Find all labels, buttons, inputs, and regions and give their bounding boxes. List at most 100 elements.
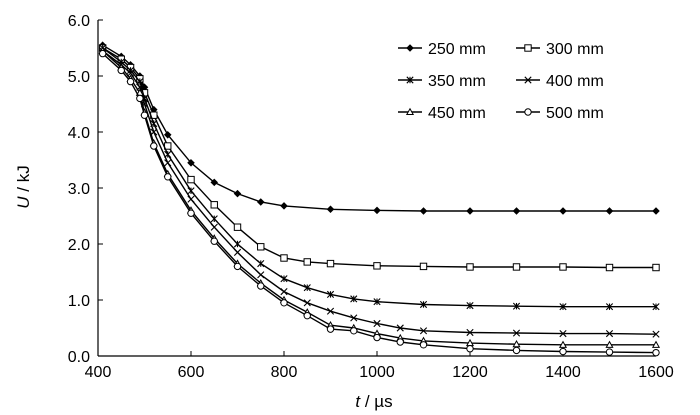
data-point — [326, 259, 335, 268]
axes — [97, 20, 656, 357]
data-point — [233, 248, 242, 256]
data-point — [605, 330, 614, 338]
data-point — [373, 262, 381, 270]
data-point — [512, 329, 521, 337]
data-point — [373, 319, 381, 328]
data-point — [652, 263, 660, 272]
legend-item: 300 mm — [516, 41, 604, 58]
data-point — [605, 348, 614, 356]
data-point — [150, 142, 158, 150]
data-point — [524, 108, 532, 116]
data-point — [350, 327, 358, 335]
x-axis-ticks: 400 600 800 1000 1200 1400 1600 — [85, 351, 674, 381]
data-point — [163, 131, 172, 139]
data-point — [466, 302, 474, 310]
legend: 250 mm 300 mm 350 mm 400 mm 450 mm 500 mm — [398, 41, 604, 122]
data-point — [136, 94, 144, 103]
series-line — [102, 44, 656, 212]
data-point — [210, 237, 218, 245]
data-point — [187, 209, 195, 217]
data-point — [303, 258, 311, 266]
data-point — [559, 347, 567, 356]
data-point — [187, 159, 195, 167]
data-point — [126, 77, 135, 86]
y-tick-label: 4.0 — [68, 125, 90, 142]
data-point — [210, 215, 218, 223]
series-500-mm — [98, 49, 660, 357]
data-point — [187, 175, 195, 184]
data-point — [466, 207, 474, 215]
data-point — [405, 107, 415, 116]
x-axis-label: t / µs — [355, 392, 392, 411]
y-tick-label: 6.0 — [68, 13, 90, 30]
data-point — [466, 263, 474, 271]
data-point — [605, 263, 614, 272]
y-tick-label: 3.0 — [68, 181, 90, 198]
data-point — [303, 311, 311, 320]
data-point — [233, 189, 242, 198]
data-point — [605, 303, 614, 311]
data-point — [303, 284, 311, 292]
data-point — [512, 263, 521, 271]
data-point — [373, 298, 381, 306]
data-point — [466, 345, 474, 353]
series-layer — [98, 41, 661, 357]
y-tick-label: 2.0 — [68, 237, 90, 254]
series-line — [102, 50, 656, 346]
data-point — [524, 44, 532, 52]
data-point — [396, 324, 404, 332]
series-line — [102, 50, 657, 335]
data-point — [280, 254, 288, 262]
data-point — [326, 205, 335, 214]
data-point — [350, 314, 358, 322]
data-point — [140, 111, 149, 119]
data-point — [210, 178, 219, 187]
data-point — [210, 223, 218, 231]
series-400-mm — [99, 47, 660, 338]
data-point — [559, 303, 567, 311]
y-axis-label: U / kJ — [14, 165, 33, 208]
legend-item: 500 mm — [516, 105, 604, 122]
data-point — [652, 303, 660, 311]
data-point — [406, 44, 414, 52]
data-point — [605, 207, 614, 215]
x-tick-label: 1200 — [452, 364, 488, 381]
data-point — [419, 300, 428, 309]
data-point — [187, 195, 195, 203]
data-point — [350, 295, 358, 303]
legend-item: 400 mm — [516, 73, 604, 90]
data-point — [326, 290, 335, 298]
data-point — [233, 223, 242, 231]
data-point — [651, 340, 661, 348]
x-tick-label: 1400 — [545, 364, 581, 381]
legend-label: 250 mm — [428, 41, 486, 58]
x-tick-label: 600 — [178, 364, 205, 381]
data-point — [559, 330, 567, 338]
legend-label: 350 mm — [428, 73, 486, 90]
data-point — [280, 275, 288, 283]
data-point — [605, 340, 614, 348]
data-point — [559, 263, 567, 271]
legend-label: 300 mm — [546, 41, 604, 58]
x-tick-label: 1000 — [359, 364, 395, 381]
y-tick-label: 5.0 — [68, 69, 90, 86]
data-point — [419, 262, 428, 271]
data-point — [652, 330, 660, 338]
legend-item: 250 mm — [398, 41, 486, 58]
data-point — [187, 187, 195, 195]
data-point — [257, 243, 265, 251]
data-point — [524, 76, 532, 84]
data-point — [559, 207, 567, 215]
data-point — [652, 207, 660, 215]
data-point — [419, 341, 428, 349]
data-point — [117, 66, 125, 75]
legend-item: 350 mm — [398, 73, 486, 90]
data-point — [326, 307, 335, 315]
data-point — [280, 288, 288, 296]
data-point — [280, 202, 288, 210]
data-point — [257, 260, 265, 268]
data-point — [164, 159, 172, 167]
data-point — [419, 327, 428, 335]
legend-item: 450 mm — [398, 105, 486, 122]
